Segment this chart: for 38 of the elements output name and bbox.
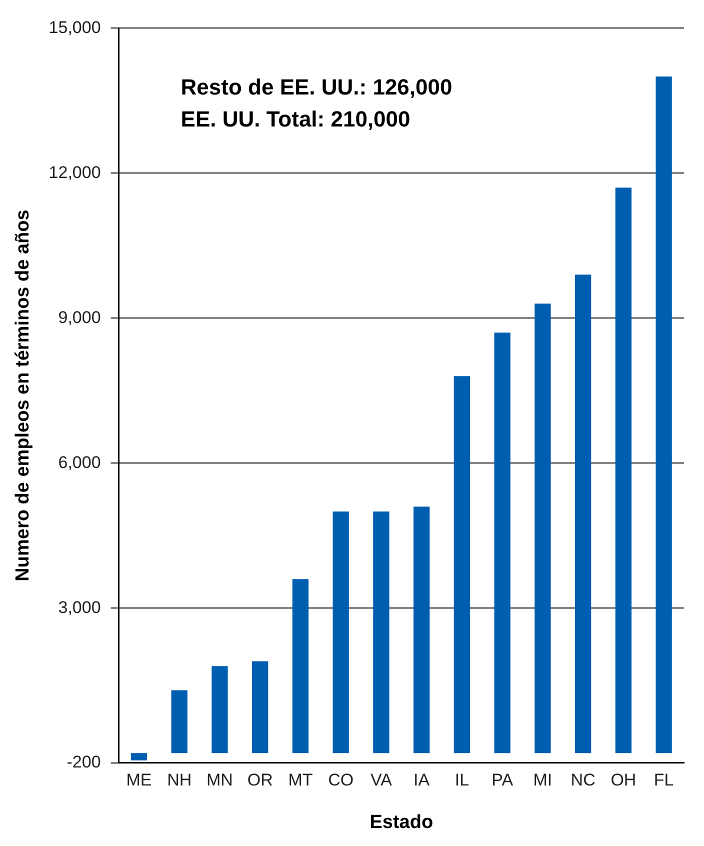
bar xyxy=(212,666,228,754)
bar xyxy=(171,690,188,754)
y-tick-label: -200 xyxy=(66,752,101,772)
bar xyxy=(494,332,510,754)
bar xyxy=(656,76,672,754)
x-tick-label: PA xyxy=(492,770,514,790)
x-tick-label: FL xyxy=(654,770,674,790)
x-tick-label: OH xyxy=(610,770,636,790)
y-tick-label: 3,000 xyxy=(58,598,101,617)
bar xyxy=(534,304,551,754)
x-tick-label: IA xyxy=(414,770,430,790)
x-tick-label: IL xyxy=(454,770,470,790)
x-tick-label: CO xyxy=(328,770,354,790)
x-axis-title: Estado xyxy=(370,812,434,833)
x-tick-label: NC xyxy=(570,770,596,790)
bar xyxy=(454,376,470,754)
y-tick-label: 6,000 xyxy=(58,452,101,472)
bar xyxy=(373,511,390,754)
bar xyxy=(414,506,430,754)
x-tick-label: NH xyxy=(167,770,192,790)
bar xyxy=(332,511,349,754)
bar xyxy=(574,274,592,754)
bar xyxy=(252,661,268,754)
x-tick-label: VA xyxy=(370,770,393,790)
x-tick-label: MI xyxy=(533,770,552,790)
y-tick-label: 15,000 xyxy=(48,18,101,37)
x-tick-label: MN xyxy=(206,770,233,790)
bar xyxy=(130,753,148,760)
x-tick-label: OR xyxy=(247,770,273,790)
y-axis-title: Numero de empleos en términos de años xyxy=(12,210,34,582)
y-tick-label: 12,000 xyxy=(48,162,101,182)
bar xyxy=(292,579,309,754)
x-tick-label: MT xyxy=(288,770,313,790)
x-tick-label: ME xyxy=(126,770,152,790)
y-tick-label: 9,000 xyxy=(58,308,101,327)
annotation: Resto de EE. UU.: 126,000 xyxy=(180,74,452,100)
bar xyxy=(615,188,632,754)
annotation: EE. UU. Total: 210,000 xyxy=(180,106,410,132)
